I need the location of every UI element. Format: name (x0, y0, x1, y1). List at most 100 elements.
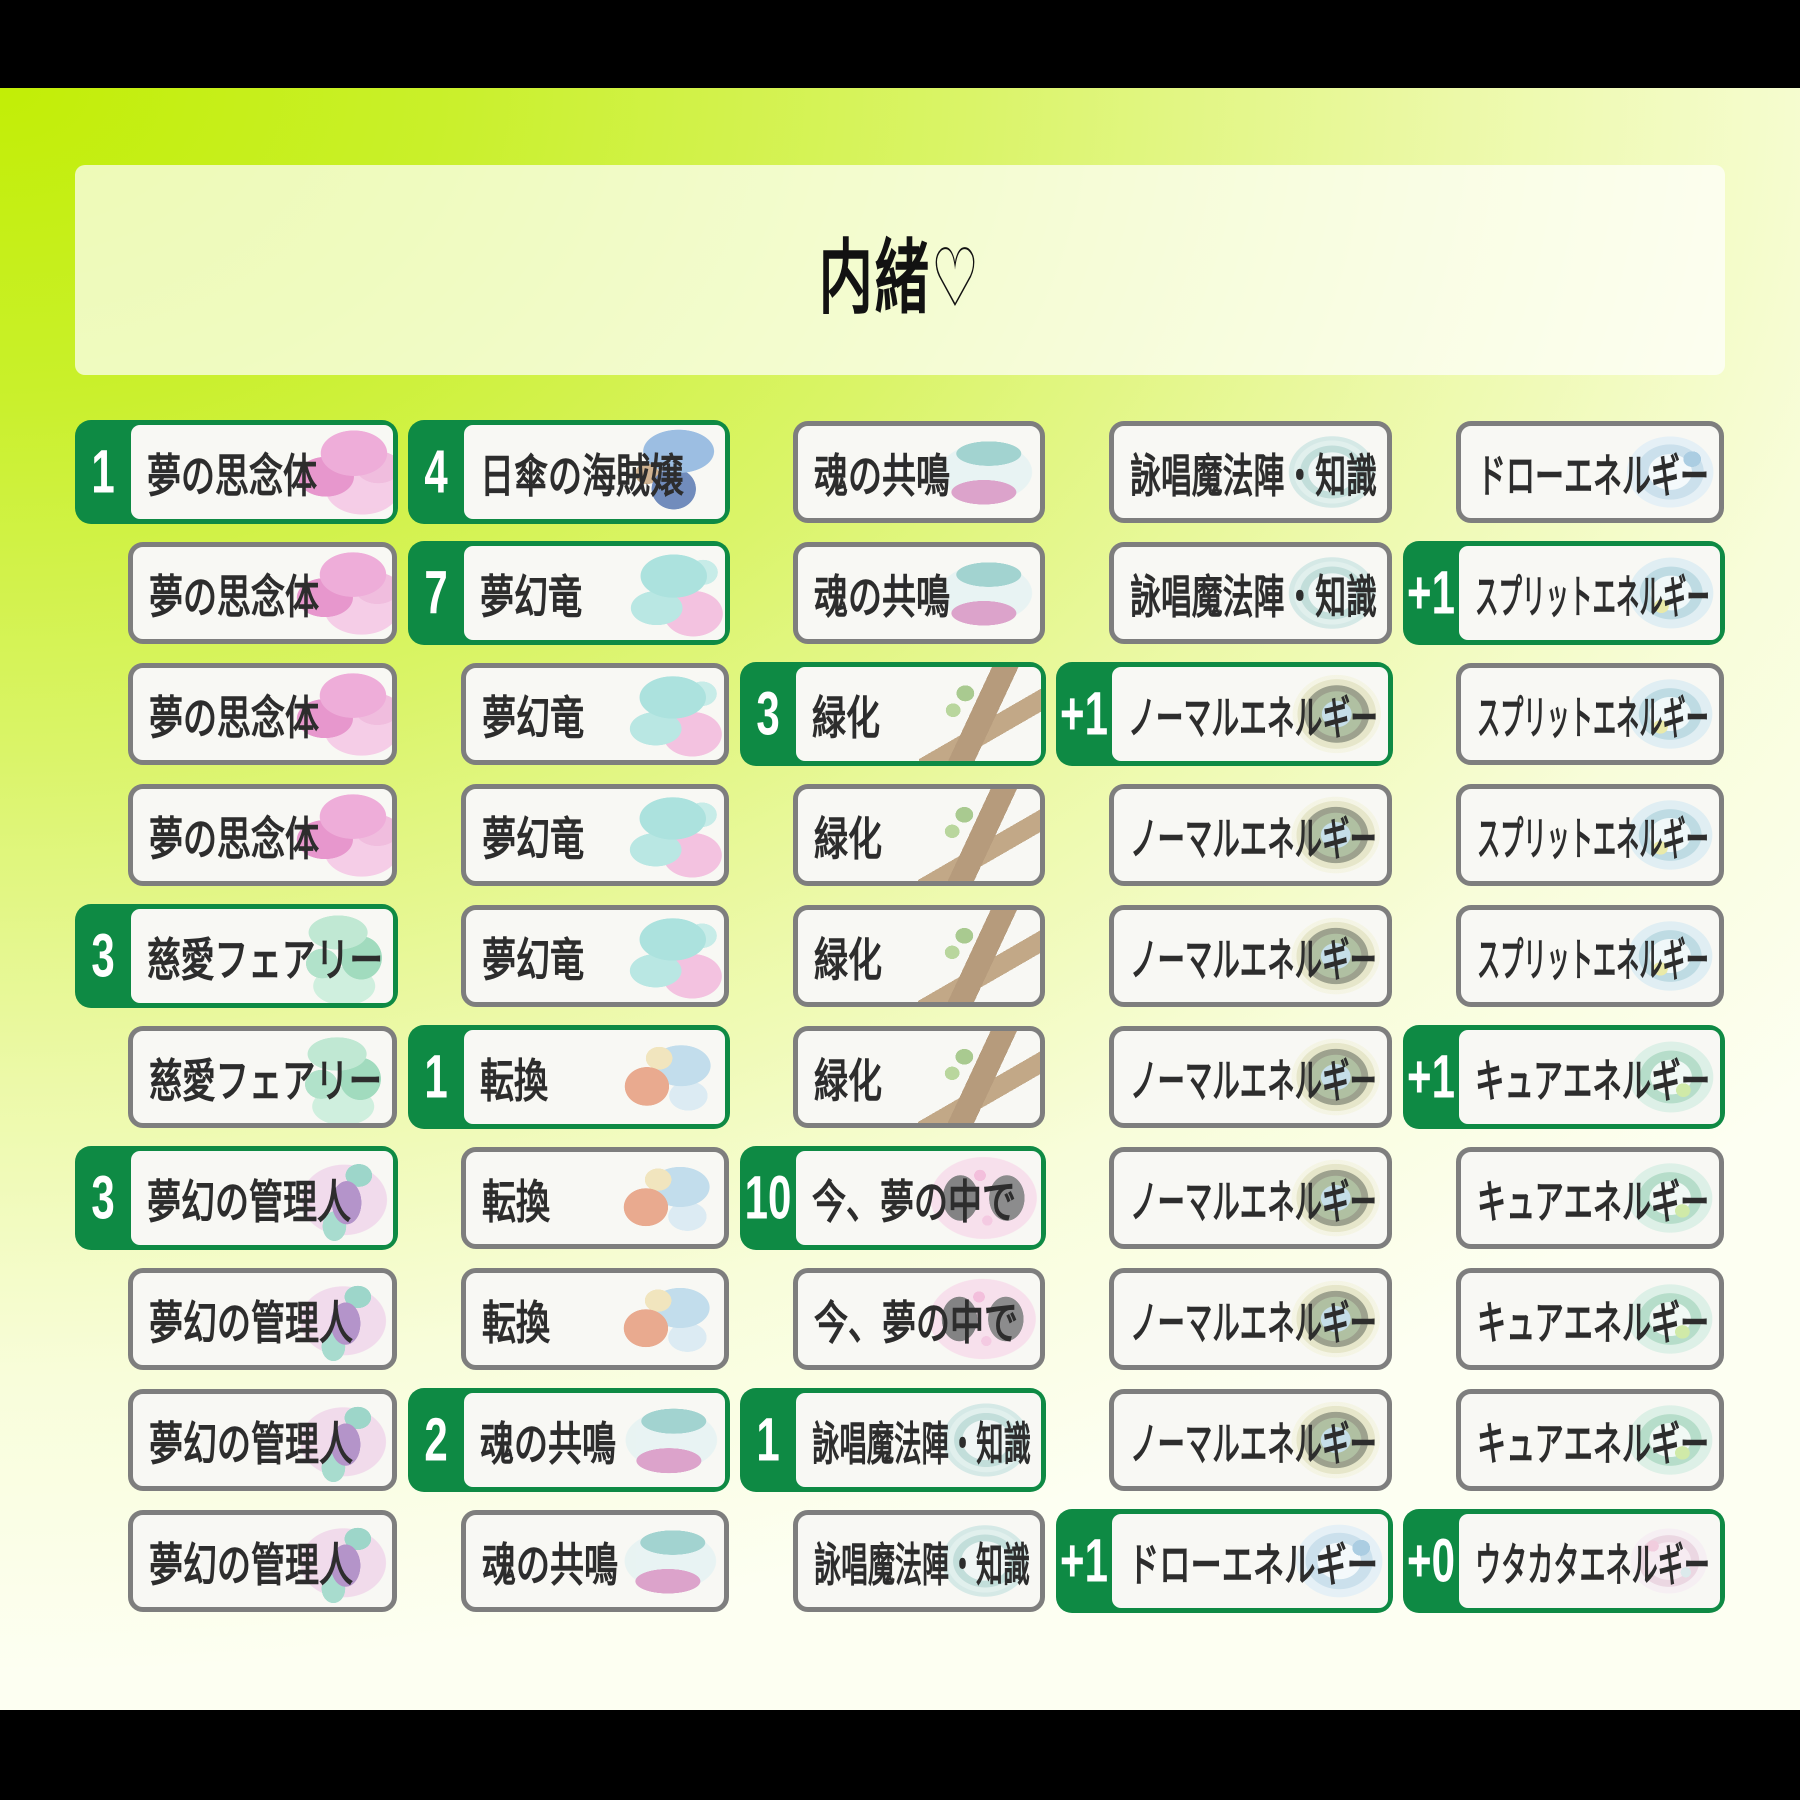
card-row[interactable]: ノーマルエネルギー (1056, 1146, 1393, 1250)
card-art-icon (1266, 1514, 1388, 1608)
card-row[interactable]: ノーマルエネルギー (1056, 1267, 1393, 1371)
card-row[interactable]: 1 夢の思念体 (75, 420, 398, 524)
card-row[interactable]: 3 夢幻の管理人 (75, 1146, 398, 1250)
count-badge: +1 (1407, 558, 1455, 627)
card-row[interactable]: 10 今、夢の中で (740, 1146, 1046, 1250)
card-art-icon (919, 1151, 1041, 1245)
card-art-icon (918, 910, 1040, 1002)
card-art-icon (603, 1030, 725, 1124)
letterbox-bottom (0, 1710, 1800, 1800)
card-row[interactable]: スプリットエネルギー (1403, 904, 1725, 1008)
card-row[interactable]: 夢幻竜 (408, 662, 730, 766)
card-row[interactable]: 2 魂の共鳴 (408, 1388, 730, 1492)
card-name: ドローエネルギー (1128, 1540, 1378, 1592)
card-row[interactable]: 3 慈愛フェアリー (75, 904, 398, 1008)
card-name: 夢幻の管理人 (147, 1177, 351, 1229)
card-art-icon (270, 1273, 392, 1365)
card-art-icon (1265, 426, 1387, 518)
card-face: 夢幻竜 (464, 546, 725, 640)
card-row[interactable]: キュアエネルギー (1403, 1146, 1725, 1250)
card-face: 詠唱魔法陣・知識 (796, 1393, 1041, 1487)
card-face: スプリットエネルギー (1456, 905, 1724, 1007)
card-row[interactable]: ノーマルエネルギー (1056, 1388, 1393, 1492)
card-row[interactable]: 4 日傘の海賊嬢 (408, 420, 730, 524)
deck-column-5: ドローエネルギー +1 スプリットエネルギー スプリットエネルギー スプリットエ… (1403, 420, 1725, 1613)
card-row[interactable]: +1 ドローエネルギー (1056, 1509, 1393, 1613)
card-face: 夢幻の管理人 (128, 1268, 397, 1370)
card-row[interactable]: ノーマルエネルギー (1056, 904, 1393, 1008)
card-face: ノーマルエネルギー (1109, 784, 1392, 886)
card-row[interactable]: スプリットエネルギー (1403, 783, 1725, 887)
card-row[interactable]: 1 転換 (408, 1025, 730, 1129)
card-name: 夢幻竜 (480, 572, 582, 624)
card-art-icon (1265, 547, 1387, 639)
card-face: 夢の思念体 (128, 663, 397, 765)
card-row[interactable]: ノーマルエネルギー (1056, 1025, 1393, 1129)
card-row[interactable]: 緑化 (740, 1025, 1046, 1129)
card-row[interactable]: 夢幻の管理人 (75, 1509, 398, 1613)
card-face: 詠唱魔法陣・知識 (793, 1510, 1045, 1612)
card-row[interactable]: 7 夢幻竜 (408, 541, 730, 645)
deck-grid: 1 夢の思念体 夢の思念体 夢の思念体 夢の思念体 3 慈愛フェアリー (75, 420, 1725, 1613)
card-face: 魂の共鳴 (793, 421, 1045, 523)
card-name: 緑化 (814, 935, 882, 987)
card-face: 緑化 (793, 905, 1045, 1007)
count-badge: 3 (91, 921, 115, 990)
card-row[interactable]: 夢の思念体 (75, 662, 398, 766)
card-row[interactable]: 今、夢の中で (740, 1267, 1046, 1371)
card-name: スプリットエネルギー (1477, 693, 1709, 745)
count-badge: +1 (1060, 1526, 1108, 1595)
card-row[interactable]: 慈愛フェアリー (75, 1025, 398, 1129)
card-name: 緑化 (812, 693, 880, 745)
card-row[interactable]: キュアエネルギー (1403, 1267, 1725, 1371)
card-face: 夢幻の管理人 (128, 1510, 397, 1612)
card-row[interactable]: 緑化 (740, 783, 1046, 887)
card-face: ウタカタエネルギー (1459, 1514, 1720, 1608)
card-row[interactable]: 詠唱魔法陣・知識 (740, 1509, 1046, 1613)
card-row[interactable]: キュアエネルギー (1403, 1388, 1725, 1492)
card-row[interactable]: +1 ノーマルエネルギー (1056, 662, 1393, 766)
card-row[interactable]: 夢の思念体 (75, 783, 398, 887)
card-name: 詠唱魔法陣・知識 (1130, 572, 1377, 624)
card-face: 今、夢の中で (793, 1268, 1045, 1370)
card-row[interactable]: 詠唱魔法陣・知識 (1056, 420, 1393, 524)
card-face: ノーマルエネルギー (1109, 1026, 1392, 1128)
card-row[interactable]: ドローエネルギー (1403, 420, 1725, 524)
card-face: 夢幻の管理人 (128, 1389, 397, 1491)
card-face: キュアエネルギー (1459, 1030, 1720, 1124)
card-face: スプリットエネルギー (1459, 546, 1720, 640)
card-face: 夢の思念体 (128, 784, 397, 886)
card-row[interactable]: +1 スプリットエネルギー (1403, 541, 1725, 645)
card-name: スプリットエネルギー (1477, 935, 1709, 987)
card-face: スプリットエネルギー (1456, 663, 1724, 765)
card-row[interactable]: 魂の共鳴 (408, 1509, 730, 1613)
card-row[interactable]: +0 ウタカタエネルギー (1403, 1509, 1725, 1613)
card-row[interactable]: 夢幻の管理人 (75, 1267, 398, 1371)
card-face: キュアエネルギー (1456, 1147, 1724, 1249)
card-row[interactable]: 1 詠唱魔法陣・知識 (740, 1388, 1046, 1492)
card-art-icon (1265, 789, 1387, 881)
card-row[interactable]: 夢の思念体 (75, 541, 398, 645)
card-row[interactable]: 転換 (408, 1146, 730, 1250)
card-row[interactable]: 夢幻竜 (408, 783, 730, 887)
card-row[interactable]: スプリットエネルギー (1403, 662, 1725, 766)
card-row[interactable]: 転換 (408, 1267, 730, 1371)
deck-column-4: 詠唱魔法陣・知識 詠唱魔法陣・知識 +1 ノーマルエネルギー ノーマルエネルギー… (1056, 420, 1393, 1613)
card-row[interactable]: 緑化 (740, 904, 1046, 1008)
card-row[interactable]: 夢幻竜 (408, 904, 730, 1008)
card-art-icon (919, 667, 1041, 761)
card-face: ドローエネルギー (1456, 421, 1724, 523)
count-badge: 10 (744, 1163, 792, 1232)
card-row[interactable]: ノーマルエネルギー (1056, 783, 1393, 887)
card-art-icon (271, 425, 393, 519)
card-row[interactable]: 夢幻の管理人 (75, 1388, 398, 1492)
card-art-icon (918, 789, 1040, 881)
card-name: 慈愛フェアリー (149, 1056, 383, 1108)
card-row[interactable]: 魂の共鳴 (740, 420, 1046, 524)
card-row[interactable]: 詠唱魔法陣・知識 (1056, 541, 1393, 645)
card-row[interactable]: +1 キュアエネルギー (1403, 1025, 1725, 1129)
card-row[interactable]: 3 緑化 (740, 662, 1046, 766)
card-row[interactable]: 魂の共鳴 (740, 541, 1046, 645)
card-art-icon (1597, 910, 1719, 1002)
card-art-icon (270, 1394, 392, 1486)
